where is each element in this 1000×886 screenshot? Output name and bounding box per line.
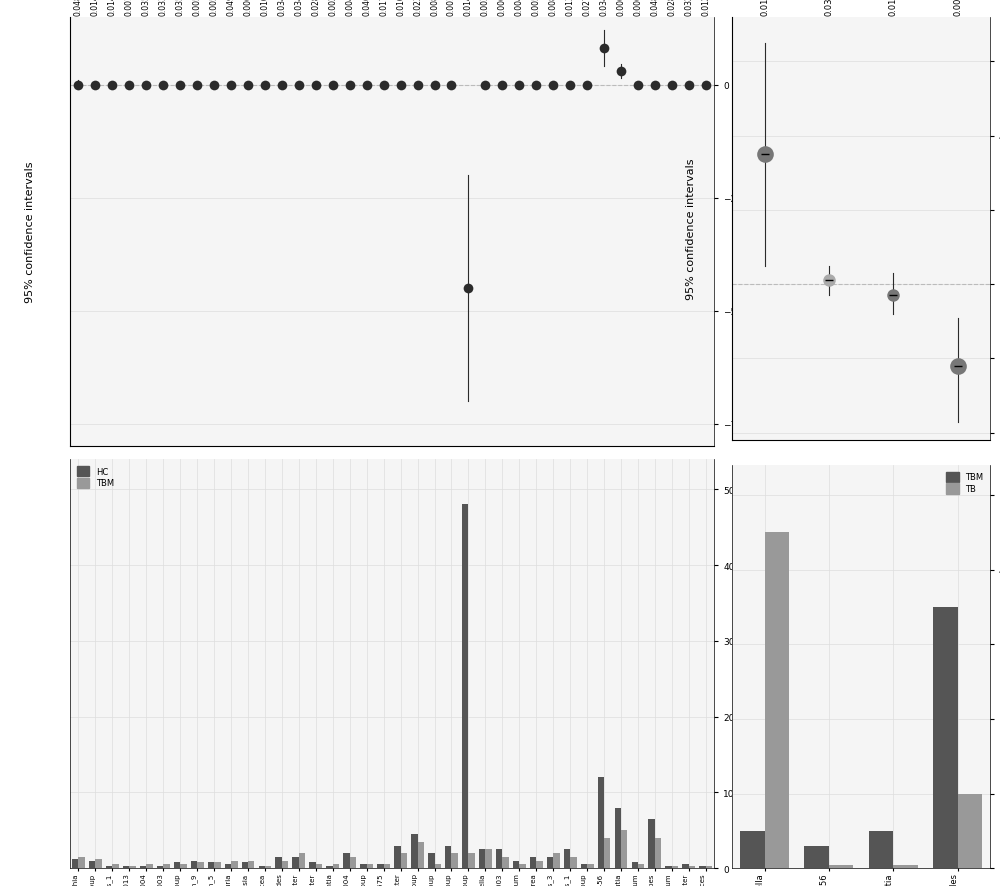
Bar <box>191 860 197 868</box>
Bar <box>282 860 288 868</box>
Bar <box>140 866 146 868</box>
Bar <box>604 838 610 868</box>
Bar <box>384 865 390 868</box>
Bar <box>581 865 587 868</box>
Bar <box>123 866 129 868</box>
Legend: TBM, TB: TBM, TB <box>944 470 986 496</box>
Bar <box>587 865 594 868</box>
Bar <box>933 607 958 868</box>
Bar <box>275 857 282 868</box>
Bar <box>78 857 85 868</box>
Bar <box>682 865 689 868</box>
Bar <box>197 862 204 868</box>
Bar <box>231 860 238 868</box>
Bar <box>689 866 695 868</box>
Bar <box>462 505 468 868</box>
Bar <box>869 831 893 868</box>
Bar <box>309 862 316 868</box>
Bar <box>829 865 853 868</box>
Y-axis label: Mean abundance: Mean abundance <box>751 622 761 706</box>
Bar <box>265 866 271 868</box>
Bar <box>333 865 339 868</box>
Bar <box>638 865 644 868</box>
Bar <box>804 846 829 868</box>
Bar <box>672 866 678 868</box>
Bar <box>699 866 706 868</box>
Bar <box>242 862 248 868</box>
Bar <box>418 842 424 868</box>
Bar <box>367 865 373 868</box>
Bar <box>377 865 384 868</box>
Bar <box>180 865 187 868</box>
Bar <box>316 865 322 868</box>
Bar <box>95 859 102 868</box>
Bar <box>479 850 485 868</box>
Bar <box>648 819 655 868</box>
Legend: HC, TBM: HC, TBM <box>74 463 116 491</box>
Bar <box>445 845 451 868</box>
Bar <box>225 865 231 868</box>
Bar <box>360 865 367 868</box>
Bar <box>502 857 509 868</box>
Bar <box>72 859 78 868</box>
Bar <box>350 857 356 868</box>
Bar <box>214 862 221 868</box>
Text: 95% confidence intervals: 95% confidence intervals <box>25 161 35 303</box>
Bar <box>536 860 543 868</box>
Bar <box>530 857 536 868</box>
Bar <box>163 865 170 868</box>
Bar <box>496 850 502 868</box>
Bar <box>146 865 153 868</box>
Bar <box>958 794 982 868</box>
Bar <box>435 865 441 868</box>
Bar <box>485 850 492 868</box>
Bar <box>706 866 712 868</box>
Bar <box>292 857 299 868</box>
Bar <box>468 853 475 868</box>
Bar <box>394 845 401 868</box>
Bar <box>248 860 254 868</box>
Bar <box>106 866 112 868</box>
Bar <box>259 866 265 868</box>
Bar <box>299 853 305 868</box>
Bar <box>547 857 553 868</box>
Bar <box>174 862 180 868</box>
Bar <box>564 850 570 868</box>
Bar <box>553 853 560 868</box>
Bar <box>208 862 214 868</box>
Bar <box>451 853 458 868</box>
Bar <box>615 808 621 868</box>
Bar <box>655 838 661 868</box>
Bar <box>570 857 577 868</box>
Bar <box>343 853 350 868</box>
Bar <box>665 866 672 868</box>
Bar <box>411 835 418 868</box>
Bar <box>129 866 136 868</box>
Bar <box>519 865 526 868</box>
Bar <box>740 831 765 868</box>
Bar <box>893 865 918 868</box>
Bar <box>326 866 333 868</box>
Bar <box>621 830 627 868</box>
Bar <box>112 865 119 868</box>
Bar <box>157 866 163 868</box>
Bar <box>89 860 95 868</box>
Y-axis label: Diff in mean abundance: Diff in mean abundance <box>759 174 769 291</box>
Bar <box>401 853 407 868</box>
Bar <box>765 532 789 868</box>
Text: 95% confidence intervals: 95% confidence intervals <box>686 159 696 299</box>
Bar <box>513 860 519 868</box>
Bar <box>428 853 435 868</box>
Bar <box>632 862 638 868</box>
Bar <box>598 777 604 868</box>
